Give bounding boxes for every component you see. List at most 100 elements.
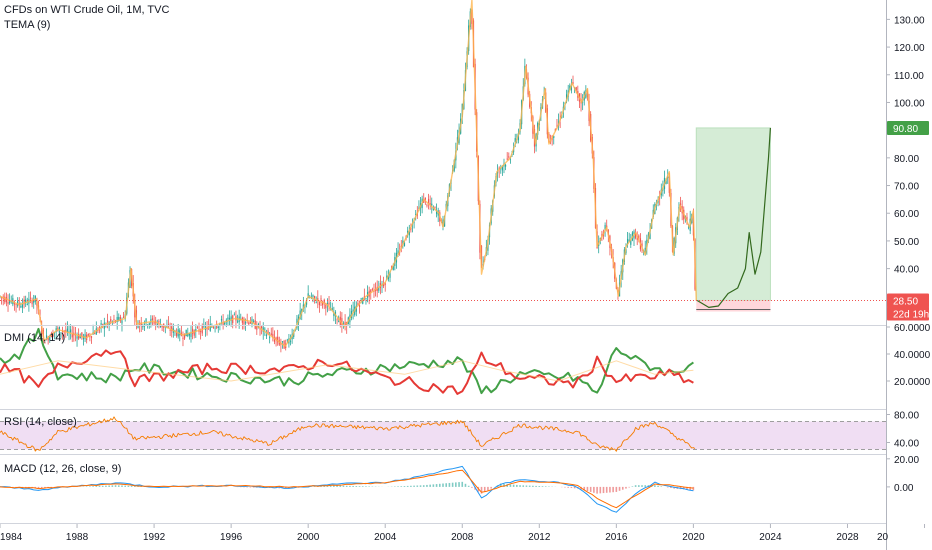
candle-body [33,300,35,303]
candle-body [25,299,27,304]
candle-body [370,289,372,293]
rsi-band [0,421,886,450]
macd-histogram-bar [416,485,419,487]
candle-body [244,322,247,324]
macd-histogram-bar [509,484,512,487]
rsi-legend[interactable]: RSI (14, close) [4,416,77,428]
macd-histogram-bar [432,484,435,487]
dmi-legend[interactable]: DMI (14, 14) [4,332,66,344]
macd-histogram-bar [593,486,595,493]
macd-histogram-bar [532,485,534,487]
macd-histogram-bar [522,485,525,487]
macd-histogram-bar [602,486,605,494]
macd-histogram-bar [249,486,252,488]
macd-histogram-bar [451,482,454,487]
candle-body [344,322,346,326]
price-axis-tick-label: 80.00 [894,154,919,165]
price-axis-tick-label: 100.00 [894,98,925,109]
candle-body [78,333,80,339]
candle-body [389,271,391,278]
candle-body [7,302,9,304]
macd-histogram-bar [480,486,483,494]
time-axis-label: 1984 [0,532,23,543]
dmi-axis-tick-label: 60.0000 [894,323,931,334]
macd-histogram-bar [403,486,406,487]
macd-histogram-bar [40,486,43,489]
macd-axis-tick-label: 20.00 [894,455,919,466]
macd-legend[interactable]: MACD (12, 26, close, 9) [4,463,122,475]
price-pane[interactable] [0,0,886,353]
candle-body [217,326,219,328]
macd-histogram-bar [528,485,531,487]
candle-body [185,329,187,337]
candle-body [175,332,178,336]
macd-histogram-bar [634,485,637,487]
time-axis-label: 2016 [605,532,628,543]
candle-body [121,320,123,324]
candle-body [331,308,333,311]
candle-body [403,242,406,247]
candle-body [230,316,232,321]
candle-body [148,323,150,326]
candle-body [315,302,317,303]
macd-pane[interactable] [0,465,695,513]
candle-body [387,276,390,280]
bar-countdown-badge: 22d 19h [893,309,929,320]
candle-body [496,171,499,174]
candle-body [553,136,555,138]
price-axis-tick-label: 70.00 [894,182,919,193]
candle-body [426,204,428,206]
candle-body [572,82,574,85]
macd-histogram-bar [516,484,518,487]
macd-histogram-bar [345,485,348,487]
macd-histogram-bar [682,486,685,490]
candle-body [89,336,91,338]
candle-body [79,336,81,339]
dmi-plus-line [0,327,694,395]
candle-body [49,336,51,341]
candle-body [407,230,409,234]
macd-histogram-bar [525,485,528,487]
macd-histogram-bar [612,486,614,493]
macd-histogram-bar [657,485,659,487]
macd-histogram-bar [689,486,691,490]
candle-body [402,240,404,245]
macd-histogram-bar [37,486,40,489]
candle-body [225,319,227,321]
candle-body [299,310,301,319]
candle-body [434,207,436,208]
candle-body [384,283,386,285]
dmi-pane[interactable] [0,327,694,395]
chart-title[interactable]: CFDs on WTI Crude Oil, 1M, TVC [4,4,170,16]
candle-body [267,330,269,334]
candle-body [506,158,508,160]
macd-histogram-bar [455,482,457,487]
candle-body [167,323,170,327]
candle-body [90,336,93,338]
candle-body [61,331,64,333]
candle-body [110,319,112,322]
candle-body [501,166,503,171]
rsi-pane[interactable] [0,416,886,452]
candle-body [575,87,577,91]
candle-body [509,158,512,160]
candle-body [145,318,147,323]
macd-histogram-bar [445,483,448,487]
candle-body [626,238,629,245]
time-axis-label: 1996 [220,532,243,543]
candle-body [687,226,690,228]
candle-body [630,239,632,245]
candle-body [686,216,688,222]
candle-body [261,326,263,329]
macd-histogram-bar [124,485,126,487]
rsi-axis-tick-label: 80.00 [894,411,919,422]
macd-histogram-bar [342,485,345,487]
candle-body [81,332,83,337]
macd-histogram-bar [567,486,569,488]
candle-body [556,125,558,127]
price-axis-tick-label: 60.00 [894,209,919,220]
candle-body [26,303,28,305]
tema-legend[interactable]: TEMA (9) [4,19,51,31]
macd-histogram-bar [519,485,521,487]
